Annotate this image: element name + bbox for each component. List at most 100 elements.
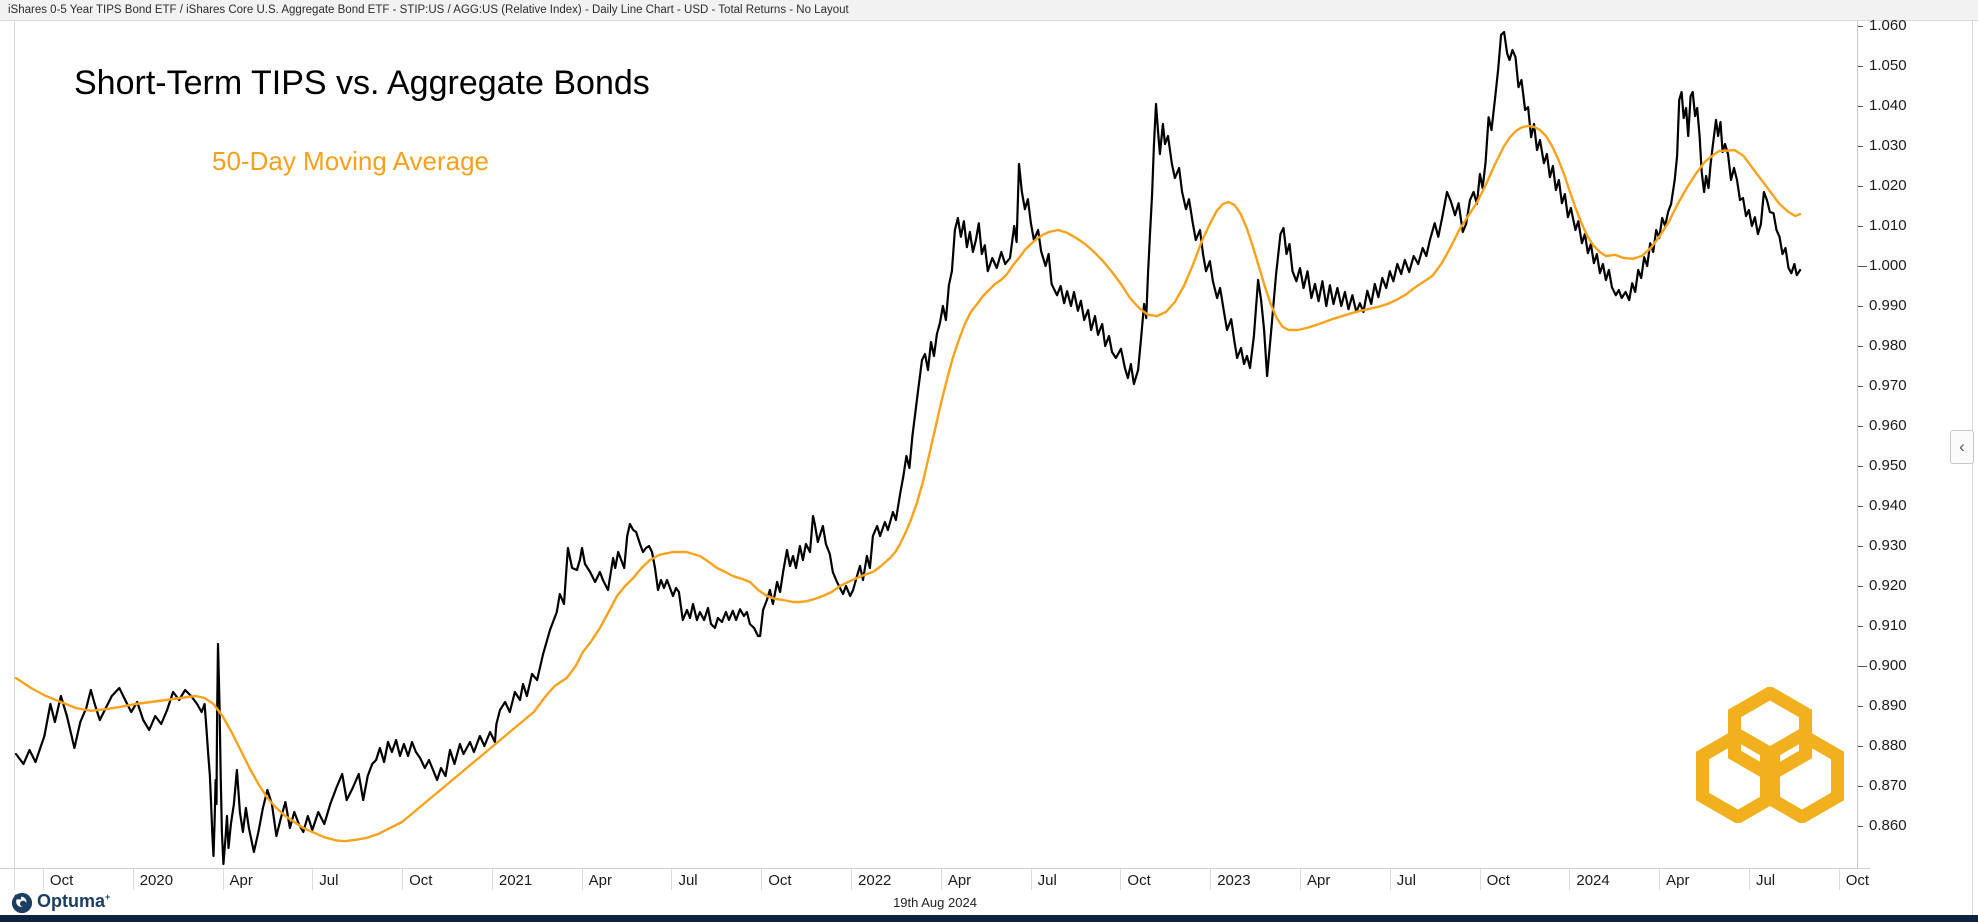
x-axis-label: Jul xyxy=(319,872,339,889)
optuma-logo-text: Optuma+ xyxy=(37,891,111,911)
y-axis-tick xyxy=(1858,106,1863,107)
x-axis-separator xyxy=(761,869,763,891)
x-axis-separator xyxy=(312,869,314,891)
x-axis-label: 2024 xyxy=(1576,872,1610,889)
x-axis-separator xyxy=(1210,869,1212,891)
y-axis-label: 1.020 xyxy=(1869,177,1907,194)
chart-title: Short-Term TIPS vs. Aggregate Bonds xyxy=(74,64,650,102)
y-axis-tick xyxy=(1858,626,1863,627)
ma-line xyxy=(14,124,1802,843)
y-axis-label: 0.890 xyxy=(1869,697,1907,714)
x-axis-separator xyxy=(402,869,404,891)
x-axis-label: Oct xyxy=(1845,872,1870,889)
x-axis-separator xyxy=(1569,869,1571,891)
x-axis-label: 2023 xyxy=(1217,872,1251,889)
y-axis-label: 0.980 xyxy=(1869,337,1907,354)
y-axis-tick xyxy=(1858,226,1863,227)
y-axis-tick xyxy=(1858,386,1863,387)
x-axis-label: 2020 xyxy=(139,872,174,889)
y-axis-tick xyxy=(1858,786,1863,787)
y-axis-label: 0.990 xyxy=(1869,297,1907,314)
y-axis-tick xyxy=(1858,706,1863,707)
y-axis-label: 0.960 xyxy=(1869,417,1907,434)
optuma-trademark: + xyxy=(105,892,111,902)
chart-date-label: 19th Aug 2024 xyxy=(893,895,977,910)
x-axis-label: Oct xyxy=(1486,872,1510,889)
y-axis-tick xyxy=(1858,146,1863,147)
x-axis-separator xyxy=(1120,869,1122,891)
y-axis-label: 0.870 xyxy=(1869,777,1907,794)
price-line xyxy=(14,30,1802,866)
x-axis-label: 2021 xyxy=(498,872,533,889)
x-axis-separator xyxy=(1659,869,1661,891)
x-axis-separator xyxy=(1748,869,1750,891)
y-axis-tick xyxy=(1858,506,1863,507)
right-panel-divider xyxy=(1972,21,1973,915)
y-axis-label: 0.900 xyxy=(1869,657,1907,674)
x-axis-label: Oct xyxy=(1127,872,1151,889)
x-axis-separator xyxy=(1479,869,1481,891)
x-axis-label: Jul xyxy=(1037,872,1057,889)
x-axis-label: Oct xyxy=(49,872,74,889)
y-axis-label: 0.860 xyxy=(1869,817,1907,834)
chart-subtitle: 50-Day Moving Average xyxy=(212,146,490,176)
chart-plot-area[interactable] xyxy=(0,21,1944,868)
y-axis-label: 1.060 xyxy=(1869,17,1907,34)
x-axis-separator xyxy=(851,869,853,891)
window-titlebar: iShares 0-5 Year TIPS Bond ETF / iShares… xyxy=(0,0,1978,21)
y-axis-tick xyxy=(1858,306,1863,307)
x-axis-separator xyxy=(222,869,224,891)
y-axis-label: 0.920 xyxy=(1869,577,1907,594)
x-axis-label: Jul xyxy=(1396,872,1416,889)
x-axis-label: 2022 xyxy=(858,872,892,889)
x-axis-separator xyxy=(1838,869,1840,891)
y-axis-label: 1.000 xyxy=(1869,257,1907,274)
y-axis-tick xyxy=(1858,746,1863,747)
y-axis-tick xyxy=(1858,186,1863,187)
x-axis-separator xyxy=(940,869,942,891)
optuma-logo-icon xyxy=(11,892,33,914)
x-axis-label: Apr xyxy=(947,872,972,889)
x-axis-separator xyxy=(491,869,493,891)
x-axis-label: Jul xyxy=(678,872,698,889)
x-axis-label: Apr xyxy=(588,872,612,889)
y-axis-label: 0.940 xyxy=(1869,497,1907,514)
y-axis-tick xyxy=(1858,666,1867,667)
y-axis-label: 0.950 xyxy=(1869,457,1907,474)
chart-description-text: iShares 0-5 Year TIPS Bond ETF / iShares… xyxy=(8,4,849,16)
x-axis-label: Oct xyxy=(768,872,792,889)
y-axis-tick xyxy=(1858,546,1863,547)
collapse-panel-button[interactable]: ‹ xyxy=(1950,430,1974,464)
y-axis-label: 1.010 xyxy=(1869,217,1907,234)
x-axis-separator xyxy=(1389,869,1391,891)
x-axis-separator xyxy=(671,869,673,891)
y-axis-label: 0.910 xyxy=(1869,617,1907,634)
bottom-accent-bar xyxy=(0,915,1978,922)
x-axis-separator xyxy=(581,869,583,891)
y-axis-tick xyxy=(1858,266,1867,267)
y-axis-tick xyxy=(1858,586,1863,587)
y-axis-label: 1.040 xyxy=(1869,97,1907,114)
x-axis-separator xyxy=(1030,869,1032,891)
y-axis-tick xyxy=(1858,66,1863,67)
optuma-watermark-icon xyxy=(1695,687,1845,823)
y-axis-tick xyxy=(1858,26,1863,27)
x-axis-separator xyxy=(132,869,134,891)
x-axis[interactable]: Oct 2020 Apr Jul Oct 2021 Apr Jul Oct 2022 Apr Jul O… xyxy=(0,868,1870,892)
footer-bar: Optuma+ 19th Aug 2024 xyxy=(0,890,1978,915)
y-axis-label: 1.050 xyxy=(1869,57,1907,74)
y-axis-tick xyxy=(1858,426,1863,427)
y-axis-label: 0.880 xyxy=(1869,737,1907,754)
y-axis-label: 0.930 xyxy=(1869,537,1907,554)
x-axis-label: Apr xyxy=(1306,872,1331,889)
x-axis-label: Jul xyxy=(1755,872,1776,889)
x-axis-separator xyxy=(42,869,44,891)
y-axis-tick xyxy=(1858,346,1863,347)
x-axis-separator xyxy=(14,869,15,891)
x-axis-label: Oct xyxy=(409,872,433,889)
y-axis-label: 1.030 xyxy=(1869,137,1907,154)
y-axis-tick xyxy=(1858,826,1863,827)
chevron-left-icon: ‹ xyxy=(1959,437,1965,456)
y-axis-label: 0.970 xyxy=(1869,377,1907,394)
